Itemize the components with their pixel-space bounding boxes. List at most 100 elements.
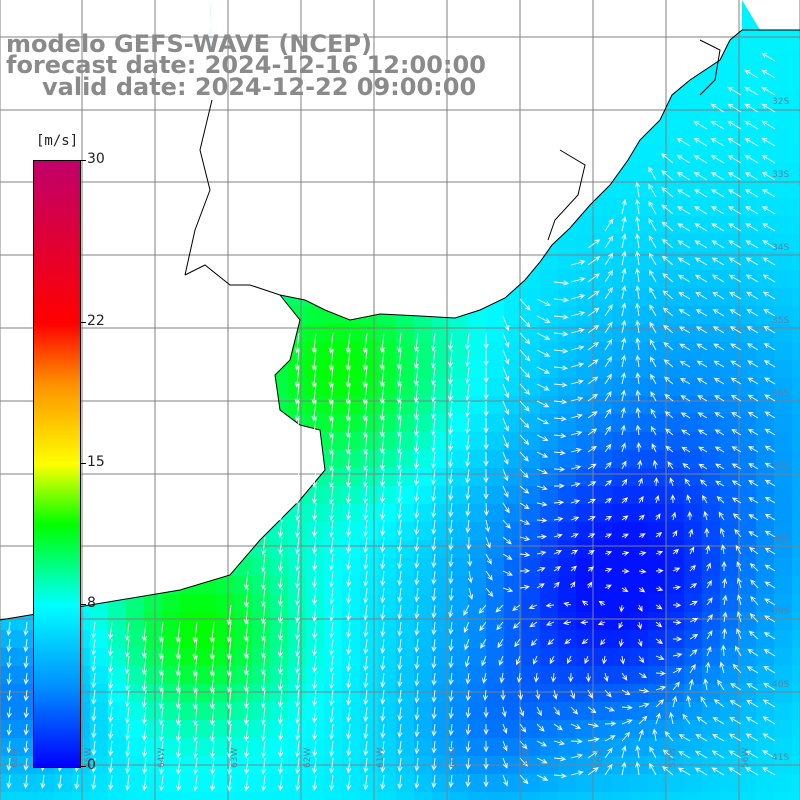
wind-arrow bbox=[464, 655, 470, 668]
wind-arrow bbox=[125, 723, 131, 741]
wind-arrow bbox=[706, 579, 712, 589]
wind-arrow bbox=[564, 638, 572, 645]
land-area bbox=[0, 0, 325, 620]
wind-arrow bbox=[711, 240, 725, 249]
wind-arrow bbox=[669, 711, 675, 725]
wind-arrow bbox=[553, 706, 560, 716]
wind-arrow bbox=[125, 774, 131, 791]
wind-arrow bbox=[746, 308, 759, 317]
field-cell bbox=[774, 720, 792, 738]
field-cell bbox=[324, 522, 342, 540]
field-cell bbox=[90, 702, 108, 720]
field-cell bbox=[486, 666, 504, 684]
wind-arrow bbox=[553, 365, 569, 371]
wind-arrow bbox=[649, 321, 657, 334]
wind-arrow bbox=[621, 761, 627, 776]
field-cell bbox=[702, 540, 720, 558]
wind-arrow bbox=[727, 154, 742, 164]
wind-arrow bbox=[465, 417, 471, 435]
field-cell bbox=[540, 702, 558, 720]
field-cell bbox=[720, 342, 738, 360]
field-cell bbox=[450, 738, 468, 756]
wind-arrow bbox=[380, 536, 386, 553]
wind-arrow bbox=[570, 516, 580, 522]
wind-arrow bbox=[722, 611, 728, 623]
field-cell bbox=[468, 666, 486, 684]
wind-arrow bbox=[536, 366, 551, 374]
wind-arrow bbox=[380, 655, 386, 671]
wind-arrow bbox=[108, 689, 114, 707]
field-cell bbox=[270, 738, 288, 756]
wind-arrow bbox=[672, 619, 682, 625]
land-area bbox=[742, 0, 800, 30]
wind-arrow bbox=[621, 731, 631, 742]
wind-arrow bbox=[414, 587, 420, 603]
field-cell bbox=[576, 270, 594, 288]
wind-arrow bbox=[380, 587, 386, 604]
field-cell bbox=[396, 702, 414, 720]
wind-arrow bbox=[678, 734, 691, 742]
wind-arrow bbox=[397, 621, 403, 637]
wind-arrow bbox=[91, 757, 97, 773]
wind-arrow bbox=[362, 417, 368, 439]
colorbar-tick-mark bbox=[80, 463, 86, 464]
wind-arrow bbox=[158, 655, 164, 677]
field-cell bbox=[594, 738, 612, 756]
wind-arrow bbox=[380, 638, 386, 655]
field-cell bbox=[612, 720, 630, 738]
field-cell bbox=[756, 774, 774, 792]
field-cell bbox=[468, 630, 486, 648]
wind-arrow bbox=[379, 383, 385, 405]
wind-arrow bbox=[294, 553, 301, 572]
wind-arrow bbox=[328, 383, 334, 406]
field-cell bbox=[234, 684, 252, 702]
field-cell bbox=[468, 450, 486, 468]
wind-arrow bbox=[712, 291, 725, 300]
wind-arrow bbox=[345, 383, 351, 406]
field-cell bbox=[126, 792, 144, 800]
wind-arrow bbox=[682, 713, 691, 725]
wind-arrow bbox=[430, 332, 436, 352]
field-cell bbox=[450, 558, 468, 576]
field-cell bbox=[648, 180, 666, 198]
wind-arrow bbox=[175, 723, 182, 742]
wind-arrow bbox=[711, 733, 725, 742]
wind-arrow bbox=[744, 120, 759, 130]
wind-arrow bbox=[711, 257, 725, 266]
wind-arrow bbox=[570, 499, 581, 505]
wind-arrow bbox=[621, 515, 629, 521]
wind-arrow bbox=[430, 434, 437, 453]
field-cell bbox=[666, 522, 684, 540]
wind-arrow bbox=[396, 366, 402, 387]
field-cell bbox=[774, 144, 792, 162]
field-cell bbox=[126, 648, 144, 666]
field-cell bbox=[666, 396, 684, 414]
wind-arrow bbox=[763, 665, 776, 674]
wind-arrow bbox=[448, 434, 454, 452]
field-cell bbox=[324, 396, 342, 414]
wind-arrow bbox=[679, 377, 691, 385]
wind-arrow bbox=[536, 298, 551, 306]
wind-arrow bbox=[448, 672, 454, 686]
field-cell bbox=[270, 702, 288, 720]
field-cell bbox=[738, 522, 756, 540]
field-cell bbox=[432, 684, 450, 702]
wind-arrow bbox=[661, 204, 674, 215]
field-cell bbox=[630, 576, 648, 594]
field-cell bbox=[630, 162, 648, 180]
wind-arrow bbox=[345, 332, 351, 354]
wind-arrow bbox=[193, 774, 199, 792]
field-cell bbox=[594, 432, 612, 450]
field-cell bbox=[360, 360, 378, 378]
wind-arrow bbox=[478, 604, 487, 614]
field-cell bbox=[468, 522, 486, 540]
wind-arrow bbox=[704, 527, 710, 538]
wind-arrow bbox=[604, 408, 612, 419]
field-cell bbox=[630, 342, 648, 360]
field-cell bbox=[774, 738, 792, 756]
field-cell bbox=[378, 324, 396, 342]
wind-arrow bbox=[380, 723, 386, 739]
wind-arrow bbox=[465, 383, 471, 401]
wind-arrow bbox=[295, 757, 301, 775]
field-cell bbox=[576, 234, 594, 252]
